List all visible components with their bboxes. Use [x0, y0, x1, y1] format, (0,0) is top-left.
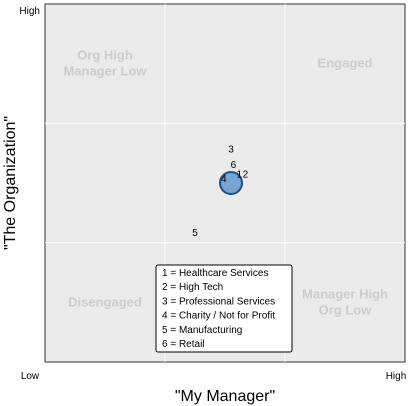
point-label-3: 3 — [228, 144, 234, 155]
legend-box — [155, 264, 293, 353]
legend-entry: 2 = High Tech — [162, 282, 223, 293]
point-labels: 1 2 3 4 5 6 — [192, 144, 248, 239]
quadrant-label-bottom-left: Disengaged — [68, 294, 142, 309]
point-label-1: 1 — [237, 169, 243, 180]
quadrant-label-bottom-right: Org Low — [319, 302, 373, 317]
legend-entry: 6 = Retail — [162, 339, 205, 350]
x-axis-title: "My Manager" — [175, 388, 275, 405]
x-tick-label-low: Low — [21, 371, 40, 382]
quadrant-label-bottom-right: Manager High — [302, 286, 388, 301]
point-label-5: 5 — [192, 228, 198, 239]
quadrant-label-top-right: Engaged — [318, 56, 373, 71]
x-tick-label-high: High — [386, 371, 407, 382]
quadrant-label-top-left: Manager Low — [63, 64, 147, 79]
y-tick-label-high: High — [19, 6, 40, 17]
legend-entries: 1 = Healthcare Services 2 = High Tech 3 = … — [162, 268, 275, 350]
y-axis-title: "The Organization" — [2, 116, 19, 250]
legend-entry: 5 = Manufacturing — [162, 325, 242, 336]
legend-entry: 1 = Healthcare Services — [162, 268, 268, 279]
highlight-point-marker — [219, 171, 243, 195]
point-label-6: 6 — [231, 160, 237, 171]
quadrant-label-top-left: Org High — [77, 48, 133, 63]
point-label-2: 2 — [243, 169, 249, 180]
legend-entry: 4 = Charity / Not for Profit — [162, 311, 275, 322]
legend-entry: 3 = Professional Services — [162, 296, 275, 307]
legend: 1 = Healthcare Services 2 = High Tech 3 = … — [155, 264, 293, 353]
point-label-4: 4 — [221, 174, 227, 185]
